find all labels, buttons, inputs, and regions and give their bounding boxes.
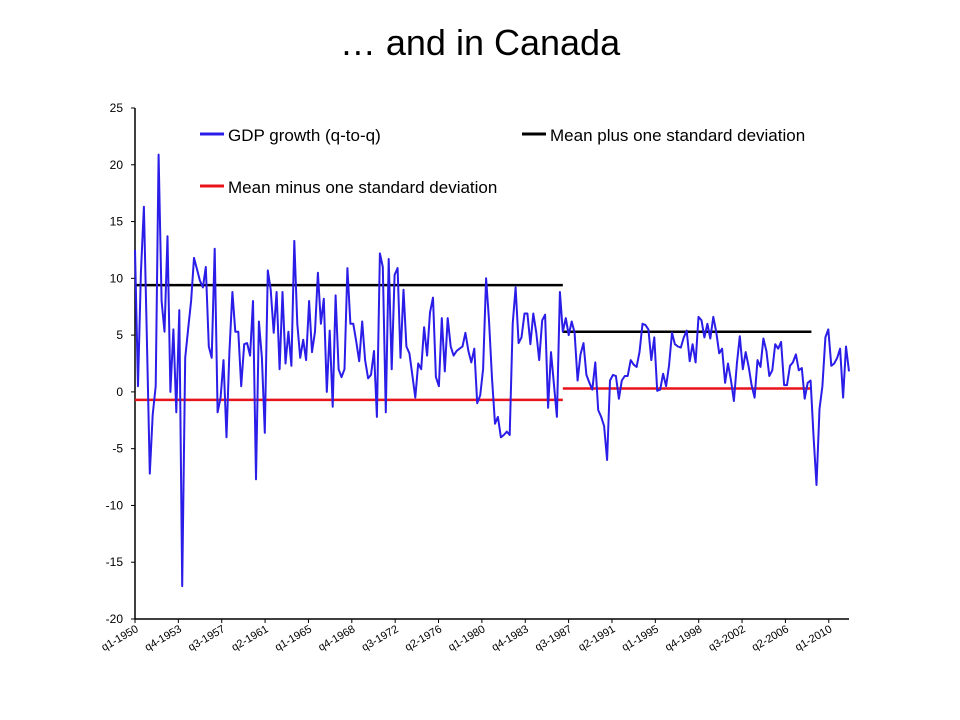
x-tick-label: q1-1995 — [620, 623, 661, 654]
x-tick-label: q1-2010 — [793, 623, 834, 654]
x-tick-label: q1-1980 — [446, 623, 487, 654]
x-tick-label: q1-1950 — [100, 623, 141, 654]
x-tick-label: q4-1968 — [316, 623, 357, 654]
gdp-growth-line — [134, 153, 850, 588]
slide-title: … and in Canada — [339, 22, 621, 63]
x-tick-label: q3-2002 — [707, 623, 748, 654]
legend-label-gdp-growth: GDP growth (q-to-q) — [228, 126, 381, 145]
x-tick-label: q2-1976 — [403, 623, 444, 654]
x-tick-label: q1-1965 — [273, 623, 314, 654]
y-tick-label: 15 — [110, 215, 124, 229]
y-tick-label: -15 — [106, 555, 124, 569]
x-tick-label: q3-1987 — [533, 623, 574, 654]
x-tick-label: q4-1998 — [663, 623, 704, 654]
chart-legend: GDP growth (q-to-q) Mean plus one standa… — [200, 126, 805, 197]
y-tick-label: -5 — [112, 442, 123, 456]
y-tick-label: 10 — [110, 271, 124, 285]
y-tick-label: 20 — [110, 158, 124, 172]
x-tick-label: q4-1953 — [143, 623, 184, 654]
x-tick-label: q2-1961 — [230, 623, 271, 654]
y-tick-label: 0 — [116, 385, 123, 399]
x-tick-label: q4-1983 — [490, 623, 531, 654]
y-tick-label: 25 — [110, 101, 124, 115]
y-tick-label: -20 — [106, 612, 124, 626]
legend-label-mean-plus-sd: Mean plus one standard deviation — [550, 126, 805, 145]
y-tick-label: -10 — [106, 498, 124, 512]
y-tick-label: 5 — [116, 328, 123, 342]
x-tick-label: q2-1991 — [576, 623, 617, 654]
legend-label-mean-minus-sd: Mean minus one standard deviation — [228, 178, 497, 197]
x-tick-label: q3-1957 — [186, 623, 227, 654]
x-tick-label: q3-1972 — [360, 623, 401, 654]
x-tick-label: q2-2006 — [750, 623, 791, 654]
